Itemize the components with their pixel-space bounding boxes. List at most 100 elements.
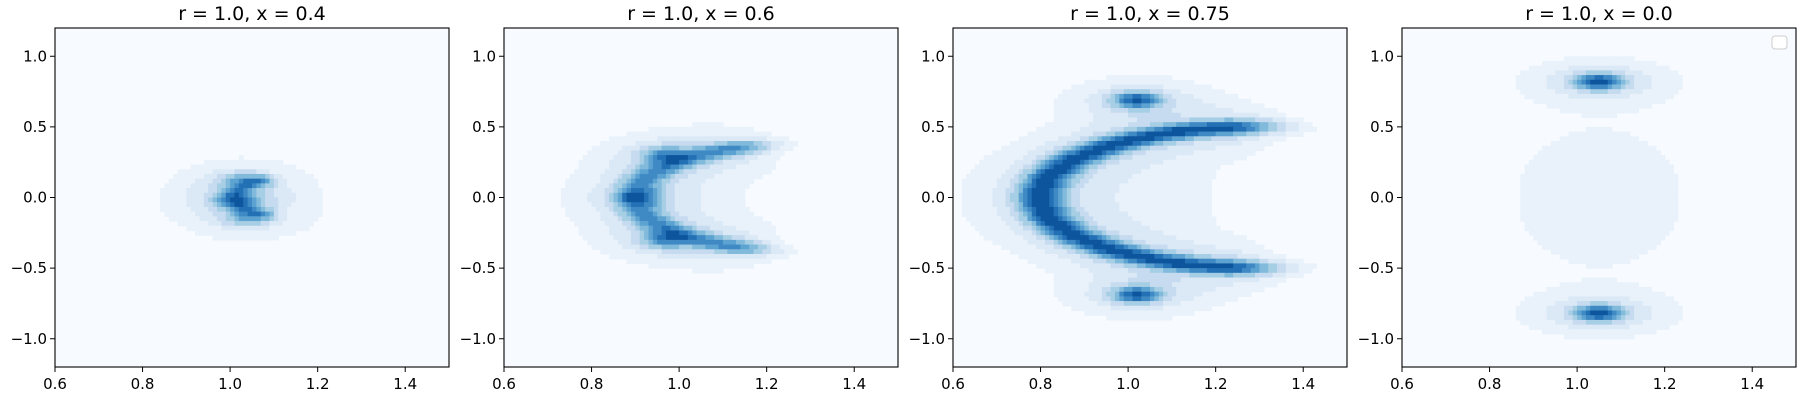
density-cell <box>247 188 253 194</box>
density-cell <box>1128 178 1134 184</box>
density-cell <box>1058 282 1064 288</box>
density-cell <box>1625 75 1631 81</box>
density-cell <box>727 136 733 142</box>
density-cell <box>609 178 615 184</box>
density-cell <box>1101 178 1107 184</box>
density-cell <box>1001 235 1007 241</box>
density-cell <box>1023 216 1029 222</box>
density-cell <box>1180 282 1186 288</box>
density-cell <box>1180 108 1186 114</box>
density-cell <box>1132 315 1138 321</box>
density-cell <box>1176 173 1182 180</box>
density-cell <box>221 235 227 241</box>
density-cell <box>1176 211 1182 217</box>
density-cell <box>216 211 222 217</box>
density-cell <box>727 169 733 175</box>
density-cell <box>604 239 610 246</box>
density-cell <box>1119 84 1125 90</box>
density-cell <box>1647 84 1653 90</box>
density-cell <box>696 206 702 213</box>
density-cell <box>1294 131 1300 137</box>
density-cell <box>1084 98 1090 104</box>
density-cell <box>1097 225 1103 232</box>
density-cell <box>595 150 601 156</box>
density-cell <box>687 155 693 161</box>
density-cell <box>1106 141 1112 147</box>
density-cell <box>1031 192 1037 199</box>
density-cell <box>1040 244 1046 250</box>
density-cell <box>1106 315 1112 321</box>
density-cell <box>1167 188 1173 194</box>
density-cell <box>591 239 597 246</box>
density-cell <box>1114 84 1120 90</box>
density-cell <box>1572 79 1578 86</box>
density-cell <box>1106 206 1112 213</box>
density-cell <box>648 183 654 189</box>
density-cell <box>1136 192 1142 199</box>
density-cell <box>1093 169 1099 175</box>
density-cell <box>1220 235 1226 241</box>
density-cell <box>1106 296 1112 302</box>
density-cell <box>1220 296 1226 302</box>
density-cell <box>1044 136 1050 142</box>
density-cell <box>186 197 192 203</box>
density-cell <box>1132 169 1138 175</box>
density-cell <box>177 183 183 189</box>
density-cell <box>1163 117 1169 123</box>
density-cell <box>282 188 288 194</box>
density-cell <box>762 254 768 260</box>
density-cell <box>1176 225 1182 232</box>
density-cell <box>626 258 632 265</box>
density-cell <box>674 202 680 208</box>
density-cell <box>648 202 654 208</box>
density-cell <box>1577 70 1583 76</box>
density-cell <box>1163 225 1169 232</box>
density-cell <box>1119 159 1125 166</box>
density-cell <box>626 235 632 241</box>
density-cell <box>1638 84 1644 90</box>
density-cell <box>1185 263 1190 269</box>
density-cell <box>709 126 715 133</box>
density-cell <box>1185 277 1190 283</box>
density-cell <box>269 216 275 222</box>
density-cell <box>1180 263 1186 269</box>
density-cell <box>1049 145 1055 152</box>
density-cell <box>1533 89 1539 95</box>
density-cell <box>1594 84 1600 90</box>
density-cell <box>1211 155 1217 161</box>
x-tick-label: 0.6 <box>941 375 965 393</box>
density-cell <box>701 225 706 232</box>
density-cell <box>996 192 1002 199</box>
density-cell <box>313 183 319 189</box>
density-cell <box>600 225 606 232</box>
density-cell <box>779 239 785 246</box>
density-cell <box>630 169 636 175</box>
density-cell <box>1136 310 1142 316</box>
density-cell <box>1629 84 1635 90</box>
density-cell <box>740 141 746 147</box>
density-cell <box>1044 122 1050 128</box>
density-cell <box>1093 239 1099 246</box>
density-cell <box>1246 254 1252 260</box>
density-cell <box>1603 79 1609 86</box>
density-cell <box>578 178 584 184</box>
density-cell <box>1036 136 1042 142</box>
density-cell <box>565 192 571 199</box>
density-cell <box>1158 188 1164 194</box>
density-cell <box>1071 206 1077 213</box>
density-cell <box>1612 70 1618 76</box>
density-cell <box>1049 122 1055 128</box>
density-cell <box>1163 230 1169 236</box>
density-cell <box>595 197 601 203</box>
density-cell <box>1542 84 1548 90</box>
density-cell <box>1585 141 1591 147</box>
density-cell <box>784 136 790 142</box>
density-cell <box>238 230 244 236</box>
density-cell <box>670 183 676 189</box>
density-cell <box>1123 305 1129 312</box>
density-cell <box>1559 84 1565 90</box>
density-cell <box>1298 272 1304 279</box>
density-cell <box>1237 244 1243 250</box>
density-cell <box>1084 225 1090 232</box>
density-cell <box>1211 286 1217 293</box>
